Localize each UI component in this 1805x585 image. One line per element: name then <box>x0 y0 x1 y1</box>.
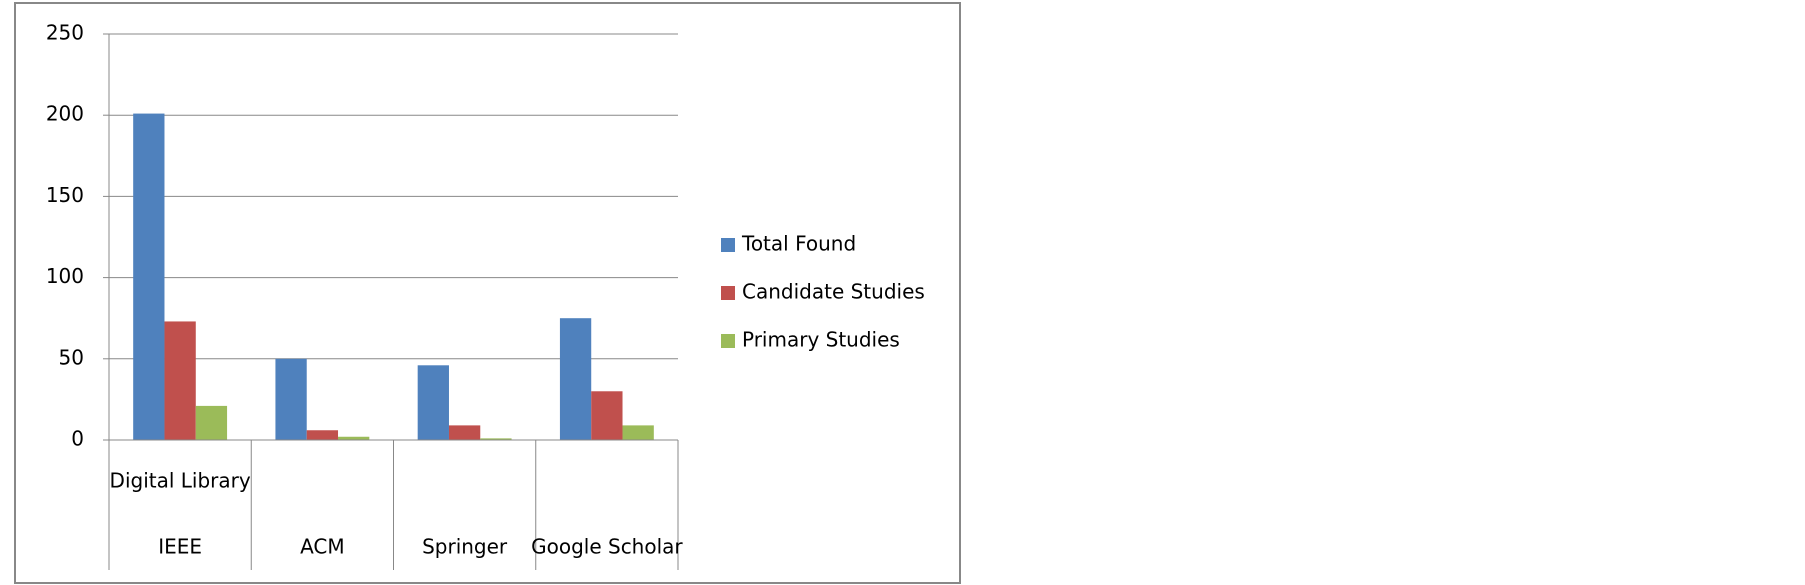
bar <box>448 425 481 440</box>
chart-border <box>14 2 961 584</box>
legend-swatch <box>721 286 735 300</box>
y-tick-label: 0 <box>71 427 84 451</box>
bar <box>164 321 196 440</box>
bar <box>133 113 165 441</box>
bar <box>591 391 623 440</box>
y-tick-label: 50 <box>59 345 84 369</box>
y-tick-label: 100 <box>46 264 84 288</box>
y-tick-label: 150 <box>46 183 84 207</box>
bar <box>622 425 654 440</box>
legend-label: Total Found <box>741 232 856 256</box>
legend-label: Candidate Studies <box>742 280 925 304</box>
legend-swatch <box>721 238 735 252</box>
bar <box>338 436 370 440</box>
y-tick-label: 200 <box>46 102 84 126</box>
x-tick-label: IEEE <box>158 535 202 559</box>
x-axis-label: Digital Library <box>110 469 251 493</box>
legend-label: Primary Studies <box>742 328 900 352</box>
bar <box>480 438 512 440</box>
bar <box>306 430 339 440</box>
y-tick-label: 250 <box>46 21 84 45</box>
bar <box>195 405 228 440</box>
bar <box>275 358 307 440</box>
bar <box>559 318 592 440</box>
legend-swatch <box>721 334 735 348</box>
bar <box>417 365 449 440</box>
x-tick-label: ACM <box>300 535 345 559</box>
x-tick-label: Springer <box>422 535 508 559</box>
x-tick-label: Google Scholar <box>531 535 683 559</box>
